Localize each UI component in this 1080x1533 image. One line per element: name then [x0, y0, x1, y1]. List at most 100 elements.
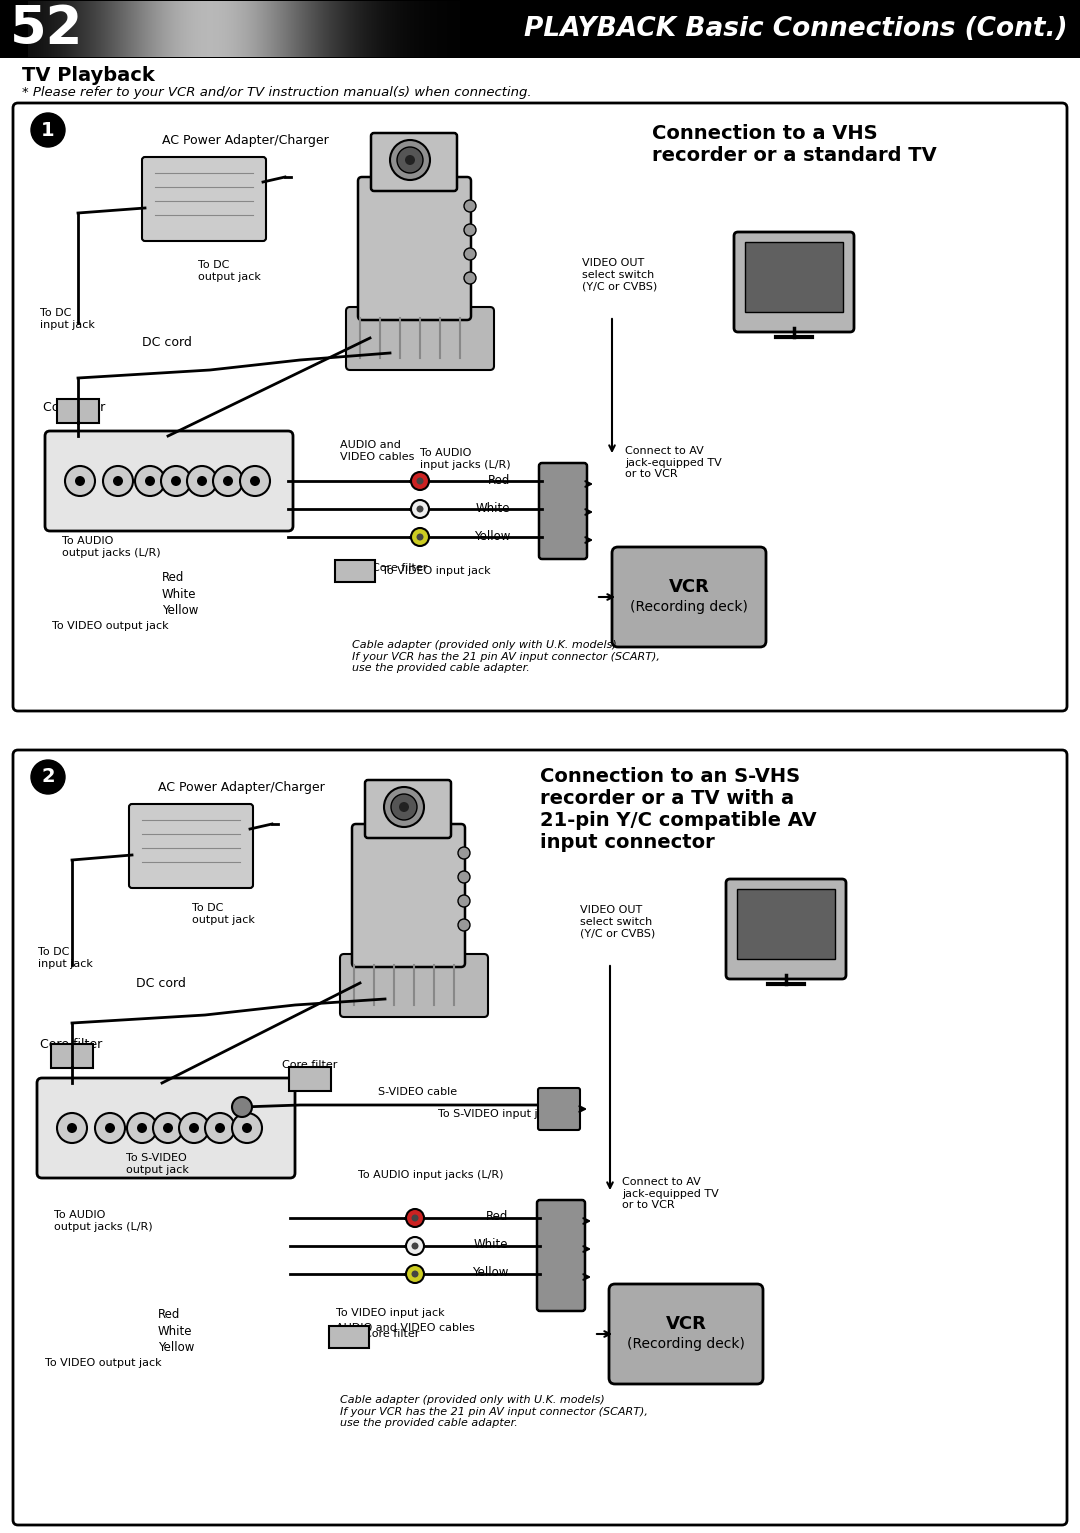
Circle shape [65, 466, 95, 497]
Circle shape [411, 1214, 419, 1222]
Circle shape [213, 466, 243, 497]
Text: VCR: VCR [665, 1315, 706, 1334]
Circle shape [464, 271, 476, 284]
Text: To AUDIO
input jacks (L/R): To AUDIO input jacks (L/R) [420, 448, 511, 469]
Text: 52: 52 [10, 3, 83, 55]
Circle shape [31, 113, 65, 147]
FancyBboxPatch shape [609, 1285, 762, 1384]
Text: Core filter: Core filter [372, 563, 428, 573]
Text: Red: Red [162, 570, 185, 584]
Text: 2: 2 [41, 768, 55, 786]
Text: To VIDEO output jack: To VIDEO output jack [52, 621, 168, 632]
Circle shape [31, 760, 65, 794]
Text: To DC
input jack: To DC input jack [40, 308, 95, 330]
Circle shape [411, 500, 429, 518]
Text: AC Power Adapter/Charger: AC Power Adapter/Charger [158, 780, 325, 794]
Circle shape [127, 1113, 157, 1144]
Circle shape [406, 1237, 424, 1256]
Circle shape [405, 155, 415, 166]
FancyBboxPatch shape [335, 560, 375, 583]
FancyBboxPatch shape [726, 878, 846, 980]
Text: To DC
output jack: To DC output jack [192, 903, 255, 924]
Text: To VIDEO input jack: To VIDEO input jack [382, 566, 490, 576]
Circle shape [242, 1124, 252, 1133]
Text: DC cord: DC cord [141, 336, 192, 350]
Circle shape [411, 527, 429, 546]
Text: TV Playback: TV Playback [22, 66, 154, 84]
Text: Cable adapter (provided only with U.K. models)
If your VCR has the 21 pin AV inp: Cable adapter (provided only with U.K. m… [352, 639, 660, 673]
Text: AC Power Adapter/Charger: AC Power Adapter/Charger [162, 133, 328, 147]
FancyBboxPatch shape [612, 547, 766, 647]
FancyBboxPatch shape [289, 1067, 330, 1091]
Circle shape [103, 466, 133, 497]
FancyBboxPatch shape [737, 889, 835, 960]
Text: DC cord: DC cord [136, 977, 186, 990]
FancyBboxPatch shape [13, 103, 1067, 711]
Circle shape [406, 1210, 424, 1226]
FancyBboxPatch shape [129, 803, 253, 888]
Circle shape [417, 506, 423, 512]
Circle shape [232, 1098, 252, 1118]
Text: White: White [162, 589, 197, 601]
Text: AUDIO and VIDEO cables: AUDIO and VIDEO cables [336, 1323, 475, 1334]
Circle shape [67, 1124, 77, 1133]
Text: 1: 1 [41, 121, 55, 140]
Circle shape [113, 477, 123, 486]
Circle shape [75, 477, 85, 486]
Circle shape [95, 1113, 125, 1144]
Circle shape [215, 1124, 225, 1133]
FancyBboxPatch shape [372, 133, 457, 192]
Circle shape [406, 1265, 424, 1283]
Circle shape [411, 1271, 419, 1277]
Text: White: White [158, 1325, 192, 1338]
FancyBboxPatch shape [45, 431, 293, 530]
Circle shape [171, 477, 181, 486]
FancyBboxPatch shape [329, 1326, 369, 1348]
FancyBboxPatch shape [734, 231, 854, 333]
Text: To S-VIDEO
output jack: To S-VIDEO output jack [126, 1153, 189, 1174]
Circle shape [161, 466, 191, 497]
Circle shape [187, 466, 217, 497]
Circle shape [240, 466, 270, 497]
Text: To S-VIDEO input jack: To S-VIDEO input jack [438, 1108, 557, 1119]
Text: * Please refer to your VCR and/or TV instruction manual(s) when connecting.: * Please refer to your VCR and/or TV ins… [22, 86, 531, 100]
Text: VCR: VCR [669, 578, 710, 596]
Text: S-VIDEO cable: S-VIDEO cable [378, 1087, 457, 1098]
Circle shape [384, 786, 424, 826]
Circle shape [232, 1113, 262, 1144]
Text: To DC
output jack: To DC output jack [198, 261, 261, 282]
Circle shape [197, 477, 207, 486]
Text: To AUDIO
output jacks (L/R): To AUDIO output jacks (L/R) [62, 537, 161, 558]
Circle shape [411, 1243, 419, 1249]
Circle shape [105, 1124, 114, 1133]
FancyBboxPatch shape [13, 750, 1067, 1525]
Text: To VIDEO output jack: To VIDEO output jack [45, 1358, 162, 1367]
Text: PLAYBACK Basic Connections (Cont.): PLAYBACK Basic Connections (Cont.) [525, 15, 1068, 41]
Circle shape [222, 477, 233, 486]
Text: Red: Red [488, 474, 510, 486]
FancyBboxPatch shape [745, 242, 843, 313]
FancyBboxPatch shape [538, 1088, 580, 1130]
Text: Yellow: Yellow [162, 604, 199, 616]
Circle shape [163, 1124, 173, 1133]
FancyBboxPatch shape [352, 825, 465, 967]
Text: (Recording deck): (Recording deck) [630, 599, 748, 615]
Circle shape [417, 477, 423, 484]
Circle shape [179, 1113, 210, 1144]
Text: (Recording deck): (Recording deck) [627, 1337, 745, 1351]
Circle shape [391, 794, 417, 820]
Text: Yellow: Yellow [474, 529, 510, 543]
Circle shape [397, 147, 423, 173]
Circle shape [205, 1113, 235, 1144]
Text: Connect to AV
jack-equipped TV
or to VCR: Connect to AV jack-equipped TV or to VCR [625, 446, 721, 480]
Text: Yellow: Yellow [158, 1341, 194, 1354]
Circle shape [137, 1124, 147, 1133]
Text: VIDEO OUT
select switch
(Y/C or CVBS): VIDEO OUT select switch (Y/C or CVBS) [580, 904, 656, 938]
FancyBboxPatch shape [537, 1200, 585, 1311]
Text: To DC
input jack: To DC input jack [38, 947, 93, 969]
FancyBboxPatch shape [141, 156, 266, 241]
FancyBboxPatch shape [357, 176, 471, 320]
FancyBboxPatch shape [340, 954, 488, 1016]
Circle shape [458, 918, 470, 931]
Circle shape [458, 895, 470, 908]
